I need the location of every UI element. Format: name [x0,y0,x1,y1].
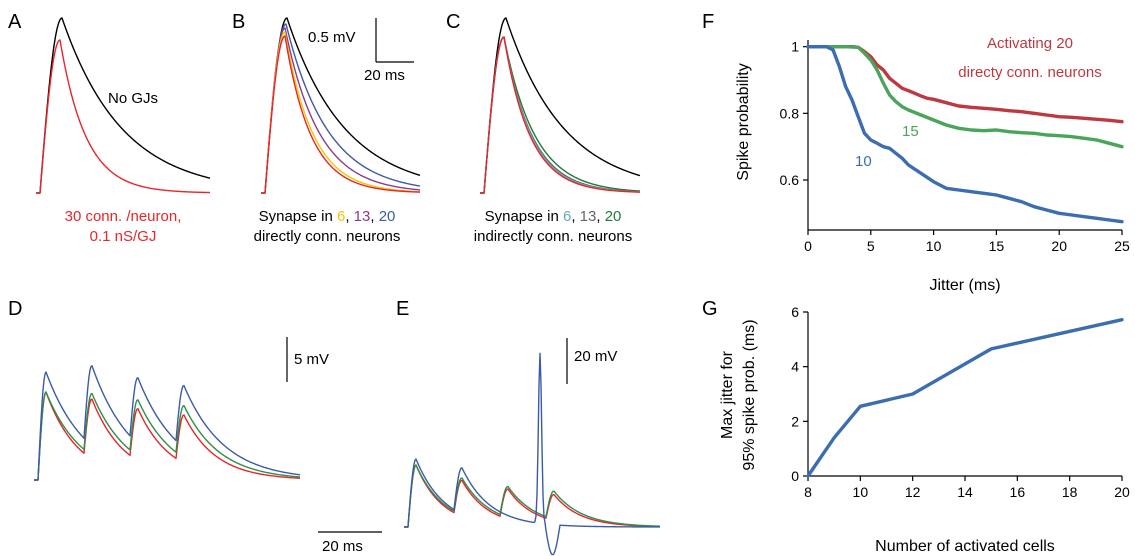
panel-g-x-tick-label: 14 [957,484,973,500]
panel-a: No GJs 30 conn. /neuron, 0.1 nS/GJ [36,17,211,245]
panel-c-caption-prefix: Synapse in [485,208,563,225]
panel-label-d: D [8,298,22,320]
panel-b-caption-line2: directly conn. neurons [254,228,401,245]
panel-e-scale-v-label: 20 mV [574,348,617,365]
panel-label-e: E [396,298,409,320]
panel-b-count-6: 6 [337,208,345,225]
panel-a-no-gj-label: No GJs [108,90,158,107]
panel-label-g: G [702,298,718,320]
panel-b-sep1: , [345,208,353,225]
panel-e: 20 mV [404,338,661,556]
panel-c-sep1: , [571,208,579,225]
panel-c-count-6: 6 [563,208,571,225]
panel-f-series-label-10: 10 [855,153,872,170]
panel-a-traces [36,17,211,194]
panel-c-traces [480,17,641,194]
trace-13-direct [261,27,421,194]
panel-c-count-13: 13 [580,208,597,225]
trace-gj [261,35,421,194]
panel-f-y-tick-label: 1 [791,39,799,55]
panel-label-a: A [8,11,22,33]
panel-b-count-13: 13 [354,208,371,225]
panel-c-sep2: , [596,208,604,225]
panel-b-caption-line1: Synapse in 6, 13, 20 [259,208,396,225]
panel-c-caption-line2: indirectly conn. neurons [474,228,632,245]
panel-g-series-0 [806,318,1124,478]
panel-f-series-15 [806,45,1124,149]
panel-f-x-tick-label: 25 [1114,238,1130,254]
trace-6-indirect [480,36,641,194]
trace-gj [36,39,211,194]
trace-20-direct [261,23,421,194]
panel-g-y-tick-label: 4 [791,359,799,375]
trace-20-indirect [480,36,641,194]
panel-g-axes: 8 10 12 14 16 18 20 0 2 4 6 [791,304,1130,500]
panel-g-x-tick-label: 8 [804,484,812,500]
trace-no-gj [480,17,641,194]
panel-b-scale-t-label: 20 ms [364,67,405,84]
trace-e-blue [404,352,660,556]
panel-b: 0.5 mV 20 ms Synapse in 6, 13, 20 direct… [254,17,421,245]
trace-gj [480,36,641,194]
panel-g-series [806,318,1124,478]
panel-b-sep2: , [370,208,378,225]
panel-a-caption-line1: 30 conn. /neuron, [65,208,182,225]
panel-g-x-tick-label: 20 [1114,484,1130,500]
panel-g-y-tick-label: 6 [791,304,799,320]
trace-e-red [404,464,661,528]
panel-c-count-20: 20 [605,208,622,225]
panel-label-f: F [702,11,714,33]
panel-b-caption-prefix: Synapse in [259,208,337,225]
panel-d-traces [34,365,301,481]
panel-f-y-tick-label: 0.8 [780,105,800,121]
panel-g-x-tick-label: 18 [1062,484,1078,500]
panel-f-x-tick-label: 10 [926,238,942,254]
panel-g-chart: 8 10 12 14 16 18 20 0 2 4 6 Number of activated ce… [719,304,1130,555]
panel-g-y-tick-label: 0 [791,468,799,484]
panel-e-traces [404,352,661,556]
panel-c: Synapse in 6, 13, 20 indirectly conn. ne… [474,17,641,245]
panel-f-ylabel: Spike probability [735,63,752,180]
panel-d-scale-v-label: 5 mV [294,351,329,368]
panel-f-series-10 [806,45,1124,224]
panel-g-ylabel-line1: Max jitter for [719,350,736,439]
panel-d-scale-t-label: 20 ms [322,538,363,555]
panel-f-series [806,45,1124,224]
panel-label-c: C [446,11,460,33]
panel-g-x-tick-label: 16 [1010,484,1026,500]
panel-f-legend-title-line1: Activating 20 [987,35,1073,52]
panel-f-x-tick-label: 5 [867,238,875,254]
trace-13-indirect [480,36,641,194]
trace-e-green [404,464,661,528]
panel-f-y-tick-label: 0.6 [780,172,800,188]
panel-f-axes: 0 5 10 15 20 25 0.6 0.8 1 [780,39,1130,254]
trace-d-green [34,391,301,481]
trace-d-red [34,391,301,481]
trace-d-blue [34,365,301,481]
panel-f-legend-title-line2: directy conn. neurons [958,64,1101,81]
panel-f-xlabel: Jitter (ms) [929,277,1000,294]
panel-g-x-tick-label: 12 [905,484,921,500]
panel-b-traces [261,17,421,194]
panel-b-count-20: 20 [379,208,396,225]
trace-6-direct [261,31,421,194]
panel-d: 5 mV 20 ms [34,337,382,555]
panel-g-y-tick-label: 2 [791,413,799,429]
panel-g-x-tick-label: 10 [853,484,869,500]
panel-label-b: B [232,11,245,33]
panel-g-xlabel: Number of activated cells [875,538,1055,555]
panel-f-x-tick-label: 0 [804,238,812,254]
panel-f-x-tick-label: 15 [989,238,1005,254]
panel-f-x-tick-label: 20 [1051,238,1067,254]
trace-no-gj [36,17,211,194]
panel-c-caption-line1: Synapse in 6, 13, 20 [485,208,622,225]
trace-no-gj [261,17,421,194]
panel-f-series-label-15: 15 [902,123,919,140]
panel-f-chart: 0 5 10 15 20 25 0.6 0.8 1 Activating 20 directy … [735,35,1130,294]
panel-a-caption-line2: 0.1 nS/GJ [90,228,157,245]
panel-b-scale-v-label: 0.5 mV [308,29,356,46]
panel-g-ylabel-line2: 95% spike prob. (ms) [741,319,758,470]
